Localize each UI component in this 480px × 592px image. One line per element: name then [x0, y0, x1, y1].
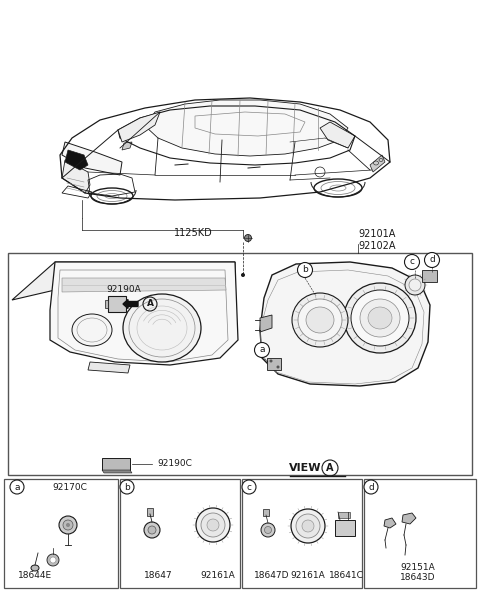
Ellipse shape — [351, 290, 409, 346]
Ellipse shape — [291, 509, 325, 543]
Ellipse shape — [368, 307, 392, 329]
Polygon shape — [118, 112, 160, 142]
Polygon shape — [62, 160, 90, 193]
Polygon shape — [88, 362, 130, 373]
Ellipse shape — [148, 526, 156, 534]
Ellipse shape — [409, 279, 421, 291]
Text: A: A — [326, 463, 334, 473]
Polygon shape — [12, 262, 235, 300]
Bar — [147, 508, 153, 516]
Ellipse shape — [261, 523, 275, 537]
Polygon shape — [320, 122, 355, 148]
Ellipse shape — [196, 508, 230, 542]
Circle shape — [364, 480, 378, 494]
Polygon shape — [145, 100, 348, 156]
Ellipse shape — [31, 565, 39, 571]
Text: d: d — [429, 256, 435, 265]
Ellipse shape — [201, 513, 225, 537]
Ellipse shape — [405, 275, 425, 295]
Text: d: d — [368, 482, 374, 491]
Text: 92170C: 92170C — [53, 482, 87, 491]
Ellipse shape — [344, 283, 416, 353]
Bar — [242, 479, 362, 588]
Ellipse shape — [306, 307, 334, 333]
Ellipse shape — [207, 519, 219, 531]
Text: a: a — [14, 482, 20, 491]
Text: 18647: 18647 — [144, 571, 172, 581]
Text: 92161A: 92161A — [290, 571, 325, 581]
Ellipse shape — [59, 516, 77, 534]
Circle shape — [10, 480, 24, 494]
Ellipse shape — [360, 299, 400, 337]
Ellipse shape — [123, 294, 201, 362]
Ellipse shape — [292, 293, 348, 347]
Ellipse shape — [50, 557, 56, 563]
Text: 1125KD: 1125KD — [174, 228, 213, 238]
Polygon shape — [260, 315, 272, 332]
Bar — [335, 520, 355, 536]
Bar — [338, 512, 350, 518]
Text: 18643D: 18643D — [400, 574, 436, 583]
Polygon shape — [65, 150, 88, 170]
Text: b: b — [302, 265, 308, 275]
Circle shape — [254, 343, 269, 358]
Polygon shape — [102, 470, 132, 473]
Text: VIEW: VIEW — [289, 463, 321, 473]
Polygon shape — [50, 262, 238, 365]
Bar — [263, 509, 269, 516]
Text: 92190A: 92190A — [106, 285, 141, 294]
Text: c: c — [247, 482, 252, 491]
Circle shape — [405, 255, 420, 269]
Bar — [4, 479, 118, 588]
Text: a: a — [259, 346, 265, 355]
Circle shape — [269, 359, 273, 362]
Polygon shape — [62, 142, 122, 175]
Circle shape — [298, 262, 312, 278]
Ellipse shape — [302, 520, 314, 532]
Bar — [364, 479, 476, 588]
Text: 92151A: 92151A — [401, 564, 435, 572]
Text: A: A — [146, 300, 154, 308]
Ellipse shape — [144, 522, 160, 538]
Text: 18644E: 18644E — [18, 571, 52, 581]
Circle shape — [241, 273, 245, 277]
Polygon shape — [370, 155, 385, 172]
Bar — [422, 270, 437, 282]
Text: 18641C: 18641C — [329, 571, 363, 581]
Bar — [120, 479, 240, 588]
Bar — [108, 296, 126, 312]
Bar — [8, 253, 472, 475]
Text: 92161A: 92161A — [201, 571, 235, 581]
Ellipse shape — [66, 523, 70, 527]
Text: 18647D: 18647D — [254, 571, 290, 581]
Polygon shape — [260, 262, 430, 386]
Ellipse shape — [63, 520, 73, 530]
Bar — [102, 458, 130, 470]
Circle shape — [276, 365, 279, 368]
Text: 92101A
92102A: 92101A 92102A — [358, 229, 396, 250]
Polygon shape — [402, 513, 416, 524]
Ellipse shape — [296, 514, 320, 538]
Polygon shape — [122, 142, 132, 150]
Bar — [105, 300, 108, 308]
Polygon shape — [62, 278, 226, 292]
Ellipse shape — [264, 526, 272, 533]
FancyArrow shape — [123, 300, 138, 308]
Ellipse shape — [47, 554, 59, 566]
Circle shape — [242, 480, 256, 494]
Circle shape — [244, 234, 252, 242]
Bar — [267, 358, 281, 370]
Ellipse shape — [298, 299, 342, 341]
Text: c: c — [409, 258, 415, 266]
Ellipse shape — [72, 314, 112, 346]
Circle shape — [120, 480, 134, 494]
Text: b: b — [124, 482, 130, 491]
Polygon shape — [384, 518, 396, 528]
Text: 92190C: 92190C — [157, 459, 192, 468]
Circle shape — [424, 253, 440, 268]
